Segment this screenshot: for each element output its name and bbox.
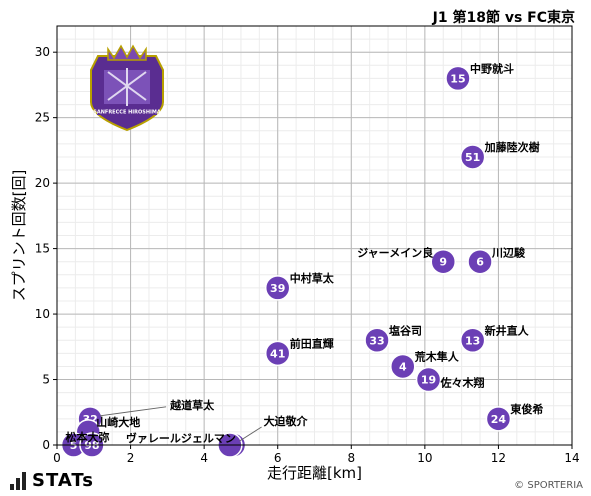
- x-tick-label: 2: [127, 451, 135, 465]
- leader-line: [239, 426, 262, 442]
- player-number-label: 41: [270, 347, 285, 360]
- data-point: 41: [264, 340, 291, 367]
- data-point: 24: [485, 406, 512, 432]
- data-point: 19: [415, 366, 442, 393]
- data-point: 39: [264, 275, 291, 301]
- player-name-label: 新井直人: [485, 323, 530, 337]
- point-marker: [485, 406, 512, 432]
- point-marker: [364, 327, 390, 353]
- player-name-label: 大迫敬介: [264, 414, 309, 428]
- point-marker: [459, 327, 486, 353]
- point-marker: [445, 65, 471, 92]
- point-marker: [430, 248, 456, 275]
- plot-frame: [56, 25, 573, 446]
- player-name-label: 東俊希: [510, 402, 543, 416]
- point-marker: [264, 340, 291, 367]
- y-tick-label: 30: [35, 45, 50, 59]
- player-name-label: 松本大弥: [66, 430, 110, 444]
- player-number-label: 51: [465, 151, 480, 164]
- y-tick-label: 10: [35, 307, 50, 321]
- player-name-label: 荒木隼人: [414, 349, 460, 363]
- player-name-label: 川辺駿: [491, 246, 526, 260]
- player-name-label: 中村草太: [290, 271, 335, 285]
- y-tick-label: 0: [42, 438, 50, 452]
- data-point: 51: [459, 144, 486, 170]
- data-point: 15: [445, 65, 471, 92]
- x-tick-label: 12: [491, 451, 506, 465]
- y-tick-label: 15: [35, 242, 50, 256]
- y-tick-label: 25: [35, 111, 50, 125]
- crest-text: SANFRECCE HIROSHIMA: [93, 110, 161, 116]
- player-name-label: 越道草太: [169, 398, 215, 412]
- player-number-label: 19: [421, 374, 436, 387]
- point-marker: [390, 353, 416, 380]
- data-point: 9: [430, 248, 456, 275]
- player-name-label: 中野就斗: [470, 61, 514, 75]
- match-title: J1 第18節 vs FC東京: [432, 10, 575, 26]
- x-axis-label: 走行距離[km]: [267, 464, 362, 482]
- player-name-label: 加藤陸次樹: [484, 140, 540, 154]
- stats-bars-icon: [10, 472, 26, 490]
- player-number-label: 33: [369, 334, 384, 347]
- data-point: 4: [390, 353, 416, 380]
- player-number-label: 6: [476, 256, 484, 269]
- x-tick-label: 14: [564, 451, 579, 465]
- player-name-label: 山崎大地: [96, 415, 140, 429]
- leader-line: [100, 406, 167, 417]
- x-tick-label: 0: [53, 451, 61, 465]
- x-tick-label: 8: [347, 451, 355, 465]
- x-tick-label: 6: [274, 451, 282, 465]
- x-tick-label: 4: [200, 451, 208, 465]
- player-number-label: 4: [399, 360, 407, 373]
- point-marker: [264, 275, 291, 301]
- player-number-label: 15: [450, 72, 465, 85]
- point-marker: [415, 366, 442, 393]
- data-point: 33: [364, 327, 390, 353]
- club-crest-logo: SANFRECCE HIROSHIMA: [90, 44, 164, 132]
- x-tick-label: 10: [417, 451, 432, 465]
- data-point: 13: [459, 327, 486, 353]
- player-number-label: 9: [439, 256, 447, 269]
- player-name-label: 塩谷司: [389, 323, 422, 337]
- player-name-label: ジャーメイン良: [357, 246, 433, 260]
- player-number-label: 24: [491, 413, 507, 426]
- y-tick-label: 20: [35, 176, 50, 190]
- copyright-text: © SPORTERIA: [514, 480, 583, 491]
- data-point: 6: [467, 248, 493, 275]
- y-tick-label: 5: [42, 373, 50, 387]
- stats-brand: STATs: [10, 472, 94, 490]
- player-name-label: 佐々木翔: [440, 376, 485, 390]
- point-marker: [467, 248, 493, 275]
- y-axis-label: スプリント回数[回]: [10, 170, 28, 302]
- player-name-label: 前田直輝: [290, 336, 334, 350]
- point-marker: [459, 144, 486, 170]
- player-number-label: 13: [465, 334, 480, 347]
- player-number-label: 39: [270, 282, 285, 295]
- player-name-label: ヴァレールジェルマン: [126, 431, 236, 445]
- stats-logo-text: STATs: [32, 470, 94, 491]
